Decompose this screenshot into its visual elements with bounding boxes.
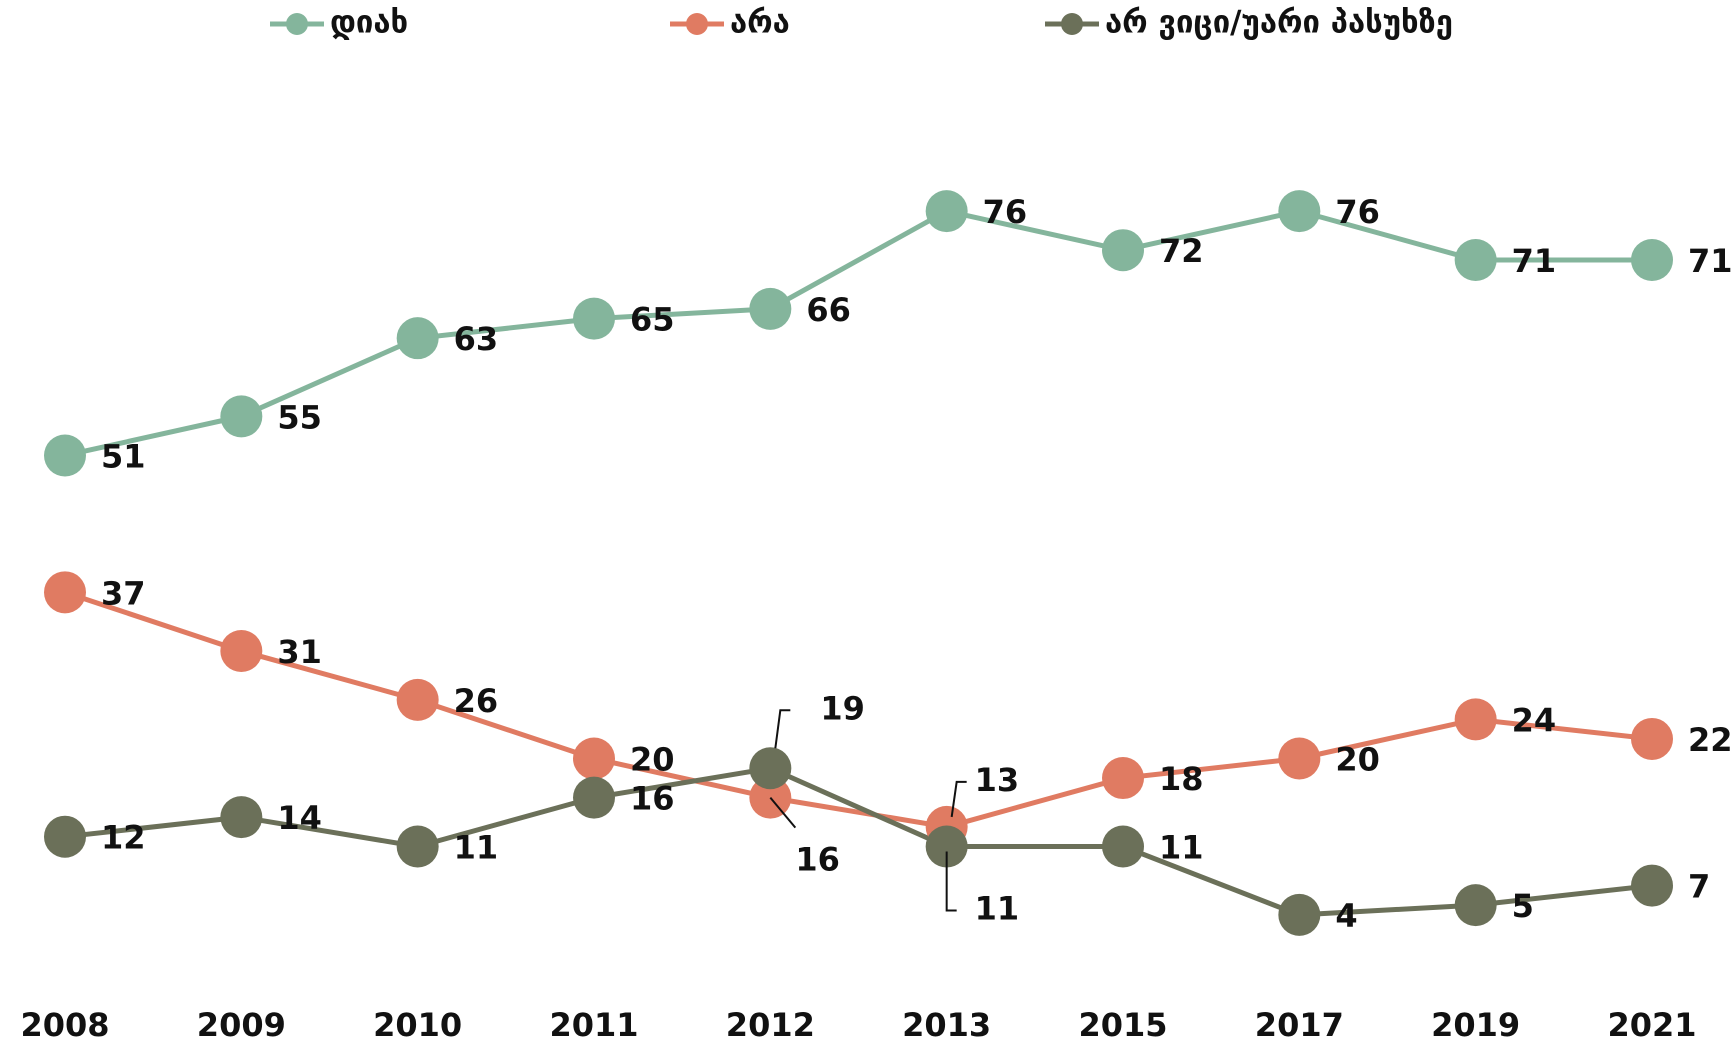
data-label: 11 bbox=[1159, 828, 1204, 866]
data-label: 72 bbox=[1159, 232, 1204, 270]
data-point bbox=[44, 434, 86, 477]
x-tick-label: 2012 bbox=[726, 1006, 815, 1041]
data-label: 76 bbox=[1335, 193, 1380, 231]
data-label: 5 bbox=[1512, 887, 1534, 925]
data-label: 18 bbox=[1159, 760, 1204, 798]
data-label: 76 bbox=[983, 193, 1028, 231]
data-label: 11 bbox=[975, 889, 1020, 927]
x-tick-label: 2011 bbox=[549, 1006, 638, 1041]
data-label: 4 bbox=[1335, 897, 1357, 935]
data-label: 24 bbox=[1512, 701, 1557, 739]
data-point bbox=[1454, 884, 1497, 927]
leader-line bbox=[950, 780, 967, 818]
x-tick-label: 2017 bbox=[1255, 1006, 1344, 1041]
data-label: 51 bbox=[101, 437, 146, 475]
data-point bbox=[1102, 757, 1144, 800]
x-tick-label: 2019 bbox=[1431, 1006, 1520, 1041]
data-point bbox=[1631, 864, 1673, 907]
data-point bbox=[1278, 737, 1321, 780]
data-point bbox=[1631, 238, 1673, 281]
data-label: 22 bbox=[1688, 721, 1732, 759]
data-label: 66 bbox=[806, 291, 851, 329]
x-tick-label: 2008 bbox=[20, 1006, 109, 1041]
data-label: 65 bbox=[630, 301, 675, 339]
data-point bbox=[1278, 190, 1321, 233]
data-point bbox=[1631, 717, 1673, 760]
data-point bbox=[573, 776, 615, 819]
data-label: 16 bbox=[630, 780, 675, 818]
data-label: 20 bbox=[1335, 741, 1380, 779]
data-point bbox=[1102, 825, 1144, 868]
data-label: 12 bbox=[101, 819, 146, 857]
data-point bbox=[220, 796, 263, 839]
data-label: 55 bbox=[277, 398, 322, 436]
data-point bbox=[1278, 893, 1321, 936]
x-tick-label: 2015 bbox=[1078, 1006, 1167, 1041]
data-label: 63 bbox=[454, 320, 499, 358]
data-label: 16 bbox=[795, 841, 840, 879]
series-line bbox=[64, 208, 1652, 458]
data-point bbox=[1454, 238, 1497, 281]
data-point bbox=[749, 287, 792, 330]
data-point bbox=[925, 190, 968, 233]
series-line bbox=[64, 765, 1653, 918]
data-label: 11 bbox=[454, 828, 499, 866]
legend-marker bbox=[1061, 13, 1083, 35]
data-label: 13 bbox=[975, 761, 1020, 799]
legend-label: არა bbox=[730, 5, 790, 41]
leader-line bbox=[945, 851, 957, 912]
data-label: 31 bbox=[277, 633, 322, 671]
data-point bbox=[44, 815, 86, 858]
data-point bbox=[396, 317, 439, 360]
data-point bbox=[396, 825, 439, 868]
data-point bbox=[573, 737, 615, 780]
data-label: 19 bbox=[820, 689, 865, 727]
data-point bbox=[44, 571, 86, 614]
data-point bbox=[220, 629, 263, 672]
data-point bbox=[925, 825, 968, 868]
x-tick-label: 2010 bbox=[373, 1006, 462, 1041]
x-tick-label: 2009 bbox=[197, 1006, 286, 1041]
x-tick-label: 2013 bbox=[902, 1006, 991, 1041]
legend-marker bbox=[686, 13, 708, 35]
data-label: 14 bbox=[277, 799, 322, 837]
leader-line bbox=[769, 796, 797, 829]
data-label: 71 bbox=[1688, 242, 1732, 280]
data-point bbox=[573, 297, 615, 340]
data-label: 37 bbox=[101, 574, 146, 612]
legend-marker bbox=[286, 13, 308, 35]
data-label: 26 bbox=[454, 682, 499, 720]
data-label: 20 bbox=[630, 741, 675, 779]
data-label: 71 bbox=[1512, 242, 1557, 280]
data-point bbox=[220, 395, 263, 438]
legend-label: არ ვიცი/უარი პასუხზე bbox=[1105, 5, 1453, 41]
data-label: 7 bbox=[1688, 868, 1710, 906]
data-point bbox=[1454, 698, 1497, 741]
data-point bbox=[749, 747, 792, 790]
data-point bbox=[1102, 229, 1144, 272]
legend-label: დიახ bbox=[330, 5, 408, 41]
leader-line bbox=[774, 709, 791, 749]
x-tick-label: 2021 bbox=[1607, 1006, 1696, 1041]
data-point bbox=[396, 678, 439, 721]
series-line bbox=[64, 589, 1653, 830]
